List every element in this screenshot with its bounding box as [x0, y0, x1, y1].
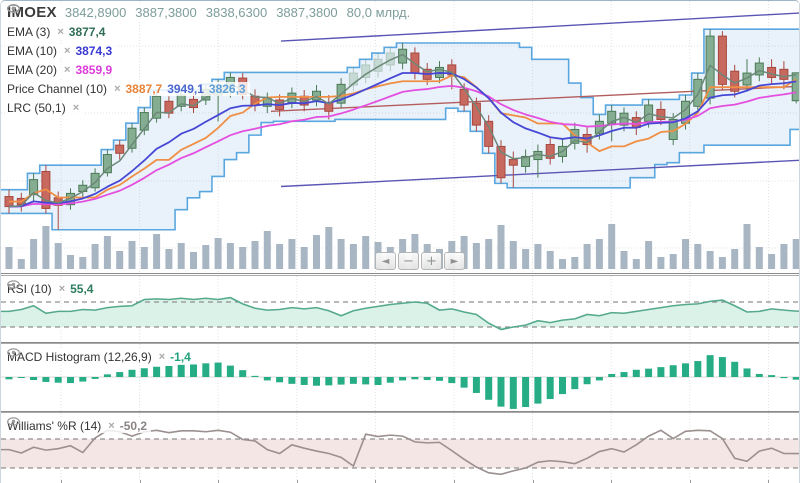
rsi-line: [1, 296, 799, 331]
indicator-label: RSI (10): [7, 282, 52, 296]
candle: [348, 67, 358, 92]
indicator-label: LRC (50,1): [7, 101, 66, 115]
candle: [508, 151, 518, 188]
rsi-pane[interactable]: RSI (10) × 55,4: [1, 275, 800, 343]
candle: [102, 149, 112, 177]
ohlc-value: 3842,8900: [64, 5, 127, 20]
remove-indicator-icon[interactable]: ×: [114, 83, 121, 95]
indicator-value: -1,4: [170, 350, 191, 364]
candle: [496, 140, 506, 184]
indicator-row-ema20: EMA (20) × 3859,9: [6, 4, 117, 77]
ohlc-value: 3887,3800: [276, 5, 338, 20]
rsi-canvas[interactable]: [1, 276, 800, 342]
remove-indicator-icon[interactable]: ×: [72, 102, 80, 114]
williams-band-fill: [1, 439, 799, 468]
ohlc-value: 80,0 млрд.: [346, 5, 411, 20]
candle: [607, 105, 617, 142]
indicator-value: 3859,9: [75, 63, 113, 77]
main-chart-legend: IMOEX 3842,8900 3887,3800 3838,6300 3887,380…: [6, 4, 424, 118]
zoom-in-button[interactable]: +: [421, 252, 442, 270]
indicator-row-ema10: EMA (10) × 3874,3: [6, 4, 117, 58]
price-channel-mid-line: [9, 74, 797, 203]
indicator-label: Price Channel (10): [7, 82, 108, 96]
candle: [29, 173, 39, 202]
indicator-value: 3874,3: [75, 44, 113, 58]
ohlc-value: 3838,6300: [205, 5, 268, 20]
candle: [90, 168, 100, 192]
williams-canvas[interactable]: [1, 413, 800, 480]
indicator-label: MACD Histogram (12,26,9): [7, 350, 152, 364]
remove-indicator-icon[interactable]: ×: [108, 420, 115, 432]
indicator-value: 3877,4: [68, 25, 106, 39]
rsi-legend: RSI (10) × 55,4: [6, 280, 98, 298]
remove-indicator-icon[interactable]: ×: [158, 351, 166, 363]
scroll-right-button[interactable]: ►: [444, 252, 465, 270]
candle: [717, 31, 727, 90]
candle: [312, 84, 321, 107]
indicator-label: EMA (10): [7, 44, 58, 58]
time-axis: [1, 480, 799, 483]
rsi-fill: [1, 297, 799, 330]
zoom-out-button[interactable]: −: [398, 252, 419, 270]
indicator-value: 3826,3: [208, 82, 246, 96]
indicator-row-price-channel: Price Channel (10) × 3887,7 3949,1 3826,3: [6, 4, 250, 96]
candle: [545, 138, 555, 165]
candle: [754, 57, 764, 82]
price-channel-fill: [1, 29, 799, 230]
candle: [139, 107, 149, 136]
indicator-row-ema3: EMA (3) × 3877,4: [6, 4, 110, 39]
price-chart-canvas[interactable]: [1, 1, 800, 273]
ohlc-value: 3887,3800: [135, 5, 197, 20]
macd-legend: MACD Histogram (12,26,9) × -1,4: [6, 348, 195, 366]
visibility-eye-icon[interactable]: [7, 280, 20, 289]
candle: [779, 61, 789, 90]
remove-indicator-icon[interactable]: ×: [64, 64, 71, 76]
remove-indicator-icon[interactable]: ×: [57, 26, 64, 38]
visibility-eye-icon[interactable]: [7, 417, 20, 426]
macd-pane[interactable]: MACD Histogram (12,26,9) × -1,4: [1, 343, 800, 412]
indicator-label: Williams' %R (14): [7, 419, 102, 433]
ema10-line: [8, 72, 797, 208]
price-channel-upper: [1, 28, 799, 191]
volume-bars: [5, 224, 799, 269]
ema3-line: [8, 53, 797, 208]
visibility-eye-icon[interactable]: [7, 4, 20, 13]
candle: [791, 72, 799, 104]
chart-nav-buttons: ◄ − + ►: [375, 252, 465, 270]
main-price-pane[interactable]: IMOEX 3842,8900 3887,3800 3838,6300 3887,380…: [1, 1, 800, 274]
lrc-lower-line: [280, 159, 799, 188]
indicator-value: -50,2: [119, 419, 148, 433]
indicator-label: EMA (20): [7, 63, 58, 77]
indicator-value: 3887,7: [125, 82, 163, 96]
scroll-left-button[interactable]: ◄: [375, 252, 396, 270]
macd-canvas[interactable]: [1, 344, 800, 411]
indicator-label: EMA (3): [7, 25, 51, 39]
williams-line: [1, 429, 799, 476]
remove-indicator-icon[interactable]: ×: [64, 45, 71, 57]
lrc-upper-line: [280, 12, 799, 42]
williams-legend: Williams' %R (14) × -50,2: [6, 417, 152, 435]
indicator-value: 3949,1: [167, 82, 204, 96]
candle: [115, 140, 125, 160]
indicator-value: 55,4: [70, 282, 94, 296]
candle: [521, 149, 531, 173]
macd-histogram-bars: [5, 355, 799, 409]
remove-indicator-icon[interactable]: ×: [58, 283, 66, 295]
williams-pane[interactable]: Williams' %R (14) × -50,2: [1, 412, 800, 481]
visibility-eye-icon[interactable]: [7, 348, 20, 357]
indicator-row-lrc: LRC (50,1) ×: [6, 4, 84, 115]
price-channel-lower: [1, 107, 799, 231]
